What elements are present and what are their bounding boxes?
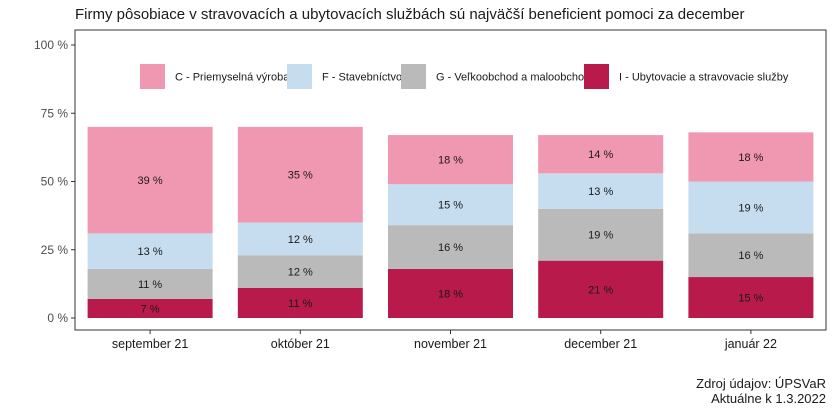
x-tick-label: september 21 (112, 337, 188, 351)
bar-segment (688, 181, 814, 234)
data-label: 14 % (588, 149, 613, 161)
legend-label: F - Stavebníctvo (322, 72, 402, 84)
bar-segment (538, 260, 664, 318)
data-label: 18 % (738, 152, 763, 164)
y-tick-label: 0 % (47, 311, 68, 325)
x-tick-label: január 22 (724, 337, 777, 351)
x-tick-label: november 21 (414, 337, 487, 351)
bar-segment (237, 287, 363, 318)
bar-segment (237, 126, 363, 223)
data-label: 15 % (438, 200, 463, 212)
y-tick-label: 25 % (41, 243, 69, 257)
updated-line: Aktuálne k 1.3.2022 (711, 391, 826, 406)
bar-segment (388, 268, 513, 318)
data-label: 7 % (141, 303, 160, 315)
data-label: 12 % (288, 267, 313, 279)
bar-segment (237, 222, 363, 256)
bar-segment (87, 233, 213, 269)
y-tick-label: 100 % (34, 38, 68, 52)
data-label: 11 % (288, 298, 312, 310)
bar-segment (87, 268, 213, 299)
bar-segment (688, 277, 814, 318)
chart-title: Firmy pôsobiace v stravovacích a ubytova… (75, 6, 745, 23)
data-label: 21 % (588, 284, 613, 296)
data-label: 19 % (588, 230, 613, 242)
legend-key (401, 64, 426, 89)
bar-segment (538, 135, 664, 174)
y-tick-label: 50 % (41, 175, 69, 189)
x-tick-label: december 21 (564, 337, 637, 351)
bar-segment (388, 184, 513, 226)
bar-segment (87, 298, 213, 318)
legend-label: G - Veľkoobchod a maloobchod (436, 72, 590, 84)
data-label: 15 % (738, 293, 763, 305)
legend-key (140, 64, 165, 89)
bar-segment (688, 132, 814, 182)
legend-label: C - Priemyselná výroba (175, 72, 290, 84)
bar-segment (237, 255, 363, 288)
legend-key (584, 64, 609, 89)
data-label: 19 % (738, 202, 763, 214)
legend-key (287, 64, 312, 89)
bar-segment (538, 208, 664, 261)
data-label: 16 % (738, 250, 763, 262)
data-label: 13 % (138, 246, 163, 258)
data-label: 18 % (438, 288, 463, 300)
data-label: 11 % (138, 279, 162, 291)
data-label: 39 % (138, 175, 163, 187)
data-label: 12 % (288, 234, 313, 246)
data-label: 18 % (438, 155, 463, 167)
source-note: Zdroj údajov: ÚPSVaR Aktuálne k 1.3.2022 (696, 376, 826, 406)
bar-segment (688, 233, 814, 278)
bar-segment (87, 126, 213, 234)
data-label: 16 % (438, 242, 463, 254)
x-tick-label: október 21 (271, 337, 330, 351)
bar-segment (388, 135, 513, 185)
source-line: Zdroj údajov: ÚPSVaR (696, 376, 826, 391)
legend-label: I - Ubytovacie a stravovacie služby (619, 72, 789, 84)
data-label: 35 % (288, 170, 313, 182)
data-label: 13 % (588, 186, 613, 198)
bar-segment (538, 173, 664, 209)
y-tick-label: 75 % (41, 106, 69, 120)
bar-segment (388, 225, 513, 269)
